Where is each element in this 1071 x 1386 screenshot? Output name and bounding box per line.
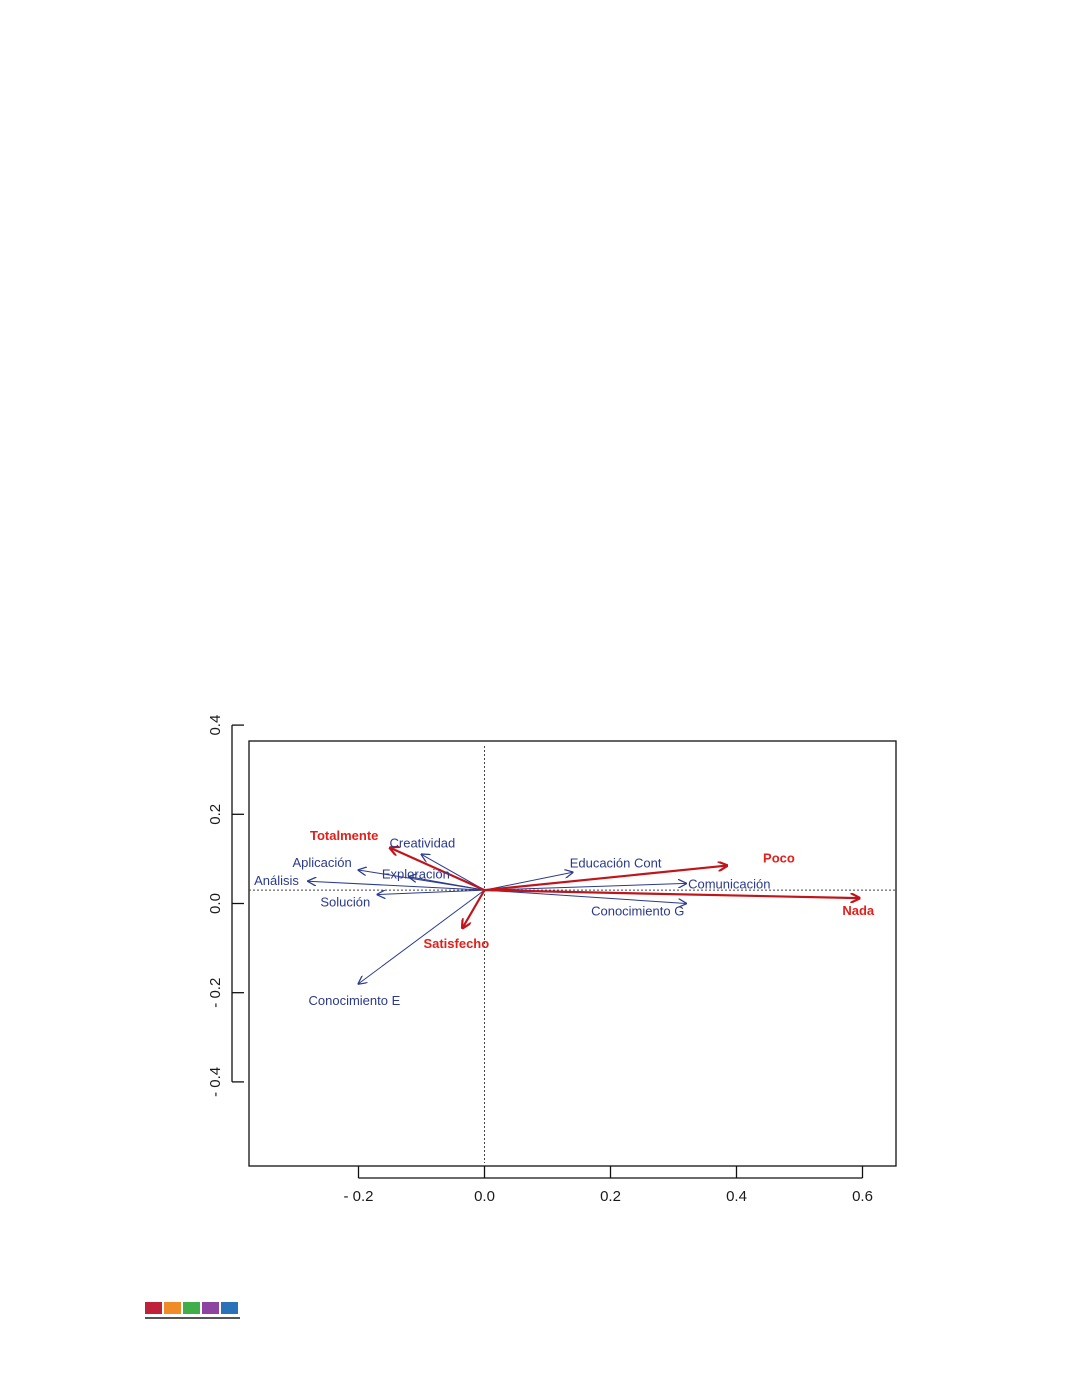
footer-swatch-blue xyxy=(221,1302,238,1314)
vector-arrow-conocimiento-e xyxy=(359,889,485,984)
vector-label-aplicacion: Aplicación xyxy=(293,855,352,870)
footer-swatch-green xyxy=(183,1302,200,1314)
footer-color-bar xyxy=(145,1302,240,1320)
y-tick-label: 0.4 xyxy=(207,715,224,736)
vector-arrow-exploracion xyxy=(409,877,485,891)
plot-frame xyxy=(248,740,897,1167)
vector-arrow-totalmente xyxy=(390,848,485,892)
footer-swatch-purple xyxy=(202,1302,219,1314)
y-tick-label: 0.0 xyxy=(207,893,224,914)
y-tick-label: 0.2 xyxy=(207,804,224,825)
vector-arrow-nada xyxy=(484,889,860,898)
vector-label-conocimiento-e: Conocimiento E xyxy=(309,993,401,1008)
vector-label-satisfecho: Satisfecho xyxy=(423,936,489,951)
vector-label-poco: Poco xyxy=(763,851,795,866)
vector-label-creatividad: Creatividad xyxy=(390,835,456,850)
vector-label-solucion: Solución xyxy=(320,895,370,910)
vector-label-conocimiento-g: Conocimiento G xyxy=(591,904,684,919)
x-axis: - 0.2 0.0 0.2 0.4 0.6 xyxy=(343,1166,873,1205)
x-tick-label: 0.0 xyxy=(474,1188,495,1205)
vector-arrow-comunicacion xyxy=(484,883,687,891)
y-tick-label: - 0.4 xyxy=(207,1067,224,1097)
x-tick-label: 0.2 xyxy=(600,1188,621,1205)
vector-label-nada: Nada xyxy=(842,903,875,918)
vector-label-comunicacion: Comunicación xyxy=(688,876,770,891)
vector-arrow-analisis xyxy=(308,881,485,891)
vector-arrow-poco xyxy=(484,866,728,892)
reference-lines xyxy=(249,746,896,1163)
footer-swatch-orange xyxy=(164,1302,181,1314)
vector-arrow-satisfecho xyxy=(462,889,486,928)
vector-arrows xyxy=(308,848,859,984)
vector-arrow-conocimiento-g xyxy=(484,889,687,903)
vector-arrow-creatividad xyxy=(422,854,485,891)
x-tick-label: 0.4 xyxy=(726,1188,747,1205)
vector-labels: Creatividad Aplicación Exploración Análisis… xyxy=(254,828,875,1008)
vector-label-analisis: Análisis xyxy=(254,873,299,888)
x-tick-label: - 0.2 xyxy=(343,1188,373,1205)
vector-arrow-educacion-cont xyxy=(484,872,573,891)
y-tick-label: - 0.2 xyxy=(207,978,224,1008)
footer-swatch-red xyxy=(145,1302,162,1314)
x-tick-label: 0.6 xyxy=(852,1188,873,1205)
y-axis: 0.4 0.2 0.0 - 0.2 - 0.4 xyxy=(207,715,244,1097)
vector-arrow-solucion xyxy=(377,889,485,894)
vector-label-totalmente: Totalmente xyxy=(310,828,378,843)
vector-label-educacion-cont: Educación Cont xyxy=(570,855,662,870)
footer-rule xyxy=(145,1317,240,1319)
vector-label-exploracion: Exploración xyxy=(382,867,450,882)
